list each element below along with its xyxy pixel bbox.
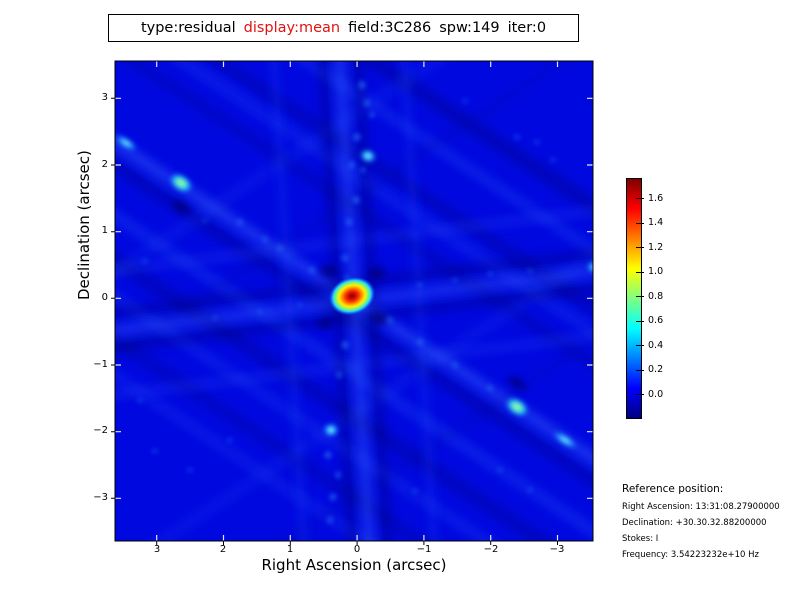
x-tick-label: 2 (219, 544, 227, 555)
colorbar-tick (636, 271, 644, 273)
sky-image[interactable] (105, 51, 603, 551)
reference-ra: Right Ascension: 13:31:08.27900000 (622, 502, 780, 512)
y-tick-label: −2 (93, 425, 108, 436)
central-source[interactable] (323, 271, 380, 322)
y-tick-label: −1 (93, 359, 108, 370)
inner-tick-marks (115, 61, 593, 541)
blob-cyan-right-edge (585, 260, 593, 274)
colorbar-label: 1.2 (648, 241, 664, 253)
reference-frequency: Frequency: 3.54223232e+10 Hz (622, 550, 759, 560)
blob-green-upper-left (168, 172, 194, 194)
colorbar-tick (636, 369, 644, 371)
colorbar-tick (636, 394, 644, 395)
colorbar[interactable] (626, 178, 642, 419)
plot-title-box: type:residual display:mean field:3C286 s… (108, 14, 579, 42)
title-token-iter: iter:0 (507, 20, 547, 36)
colorbar-label: 0.4 (648, 339, 664, 351)
x-tick-label: 0 (353, 544, 361, 555)
y-tick-label: −3 (93, 492, 108, 503)
colorbar-label: 0.2 (648, 364, 664, 375)
streak-lower-right (550, 429, 580, 451)
colorbar-label: 1.6 (648, 192, 664, 204)
y-tick-label: 1 (101, 225, 108, 236)
title-token-spw: spw:149 (439, 20, 500, 36)
colorbar-tick (636, 222, 644, 224)
title-token-display: display:mean (243, 20, 341, 36)
x-tick-label: −2 (483, 544, 499, 555)
colorbar-label: 1.0 (648, 266, 664, 277)
blob-cyan-below-center (322, 422, 340, 438)
colorbar-label: 0.6 (648, 315, 664, 326)
y-tick-label: 3 (101, 92, 108, 103)
residual-image-plot[interactable] (105, 51, 603, 551)
x-axis-label: Right Ascension (arcsec) (261, 556, 447, 574)
reference-heading: Reference position: (622, 483, 724, 495)
x-tick-label: 1 (286, 544, 294, 555)
y-tick-label: 0 (101, 292, 108, 303)
colorbar-label: 0.8 (648, 290, 664, 302)
plot-frame (114, 60, 594, 542)
reference-position-block: Reference position: Right Ascension: 13:… (622, 483, 798, 566)
colorbar-tick (636, 247, 644, 248)
title-token-type: type:residual (140, 20, 236, 36)
streak-upper-left (115, 133, 139, 153)
colorbar-tick (636, 198, 644, 199)
colorbar-tick (636, 320, 644, 322)
reference-dec: Declination: +30.30.32.88200000 (622, 518, 767, 528)
blob-cyan-above-center (358, 147, 378, 165)
y-tick-label: 2 (101, 159, 108, 170)
reference-stokes: Stokes: I (622, 534, 659, 544)
x-tick-label: −1 (416, 544, 432, 555)
x-tick-label: 3 (153, 544, 161, 555)
title-token-field: field:3C286 (348, 20, 432, 36)
x-tick-label: −3 (549, 544, 565, 555)
colorbar-label: 0.0 (648, 388, 664, 400)
colorbar-label: 1.4 (648, 217, 664, 228)
outer-tick-marks (111, 97, 558, 545)
blob-green-lower-right (504, 396, 530, 418)
colorbar-tick (636, 296, 644, 297)
colorbar-tick (636, 345, 644, 346)
